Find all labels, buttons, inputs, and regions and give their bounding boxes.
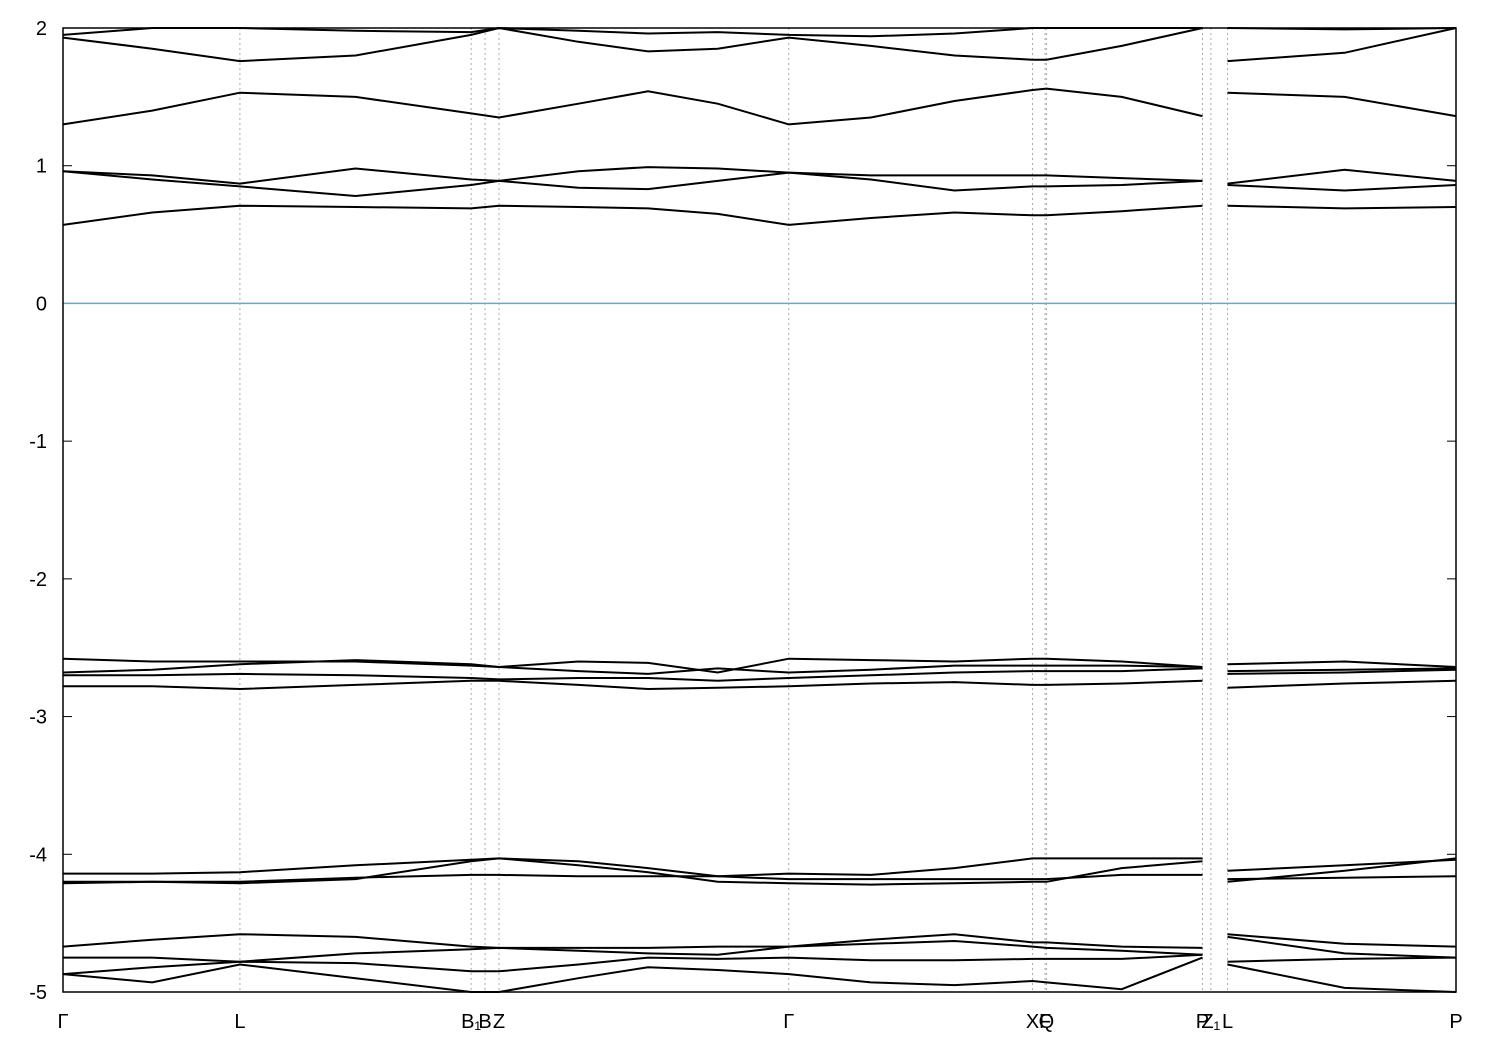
band-line (62, 933, 1457, 949)
y-tick-label: -4 (29, 844, 47, 866)
x-tick-label: P (1196, 1011, 1209, 1033)
x-tick-label: P (1449, 1011, 1462, 1033)
plot-frame (62, 27, 1457, 993)
x-tick-label: X (1026, 1011, 1039, 1033)
band-line (62, 956, 1457, 993)
band-line (62, 659, 1457, 675)
y-tick-label: -2 (29, 569, 47, 591)
x-tick-label: Z₁ (1201, 1011, 1220, 1033)
band-line (63, 667, 1457, 682)
band-line (62, 87, 1457, 126)
band-line (63, 679, 1457, 691)
x-tick-label: B₁ (461, 1011, 481, 1033)
band-line (62, 204, 1457, 226)
y-tick-label: -5 (29, 982, 47, 1004)
x-tick-label: Γ (57, 1011, 68, 1033)
band-line (62, 857, 1457, 886)
x-tick-label: Z (493, 1011, 505, 1033)
y-tick-label: -1 (29, 431, 47, 453)
band-line (62, 953, 1457, 976)
band-line (62, 166, 1457, 185)
x-tick-label: B (478, 1011, 491, 1033)
x-tick-label: L (234, 1011, 245, 1033)
y-tick-label: 1 (36, 156, 47, 178)
y-tick-label: -3 (29, 707, 47, 729)
x-tick-label: Q (1039, 1011, 1055, 1033)
x-tick-label: Γ (783, 1011, 794, 1033)
x-tick-label: F (1039, 1011, 1051, 1033)
band-line (62, 170, 1457, 198)
x-tick-label: L (1222, 1011, 1233, 1033)
y-tick-label: 0 (36, 293, 47, 315)
band-line (62, 26, 1457, 63)
band-line (63, 935, 1457, 963)
y-tick-label: 2 (36, 18, 47, 40)
